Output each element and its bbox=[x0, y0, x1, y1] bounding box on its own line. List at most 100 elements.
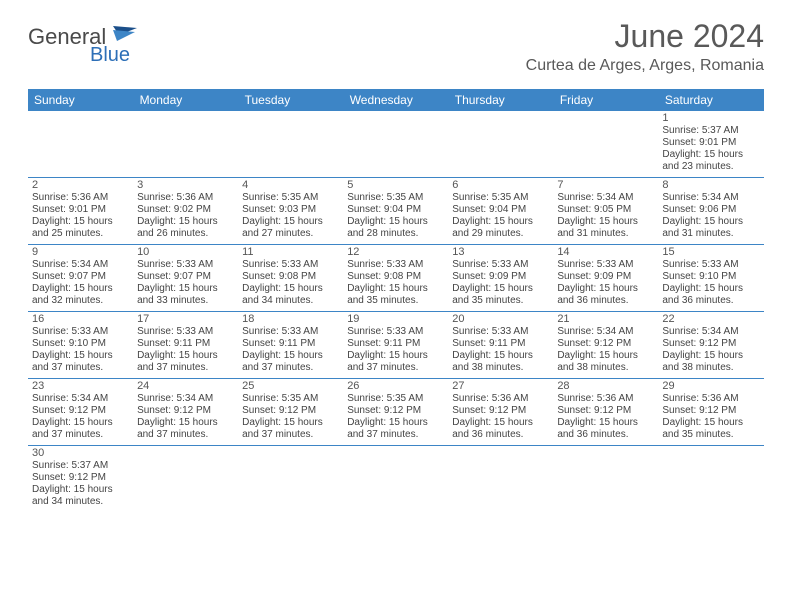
day-info: Sunrise: 5:36 AMSunset: 9:12 PMDaylight:… bbox=[662, 393, 759, 441]
day-info: Sunrise: 5:36 AMSunset: 9:12 PMDaylight:… bbox=[452, 393, 549, 441]
weekday-header: Tuesday bbox=[238, 89, 343, 111]
day-number: 5 bbox=[347, 179, 444, 191]
calendar-cell: 6Sunrise: 5:35 AMSunset: 9:04 PMDaylight… bbox=[448, 178, 553, 245]
day-info: Sunrise: 5:33 AMSunset: 9:07 PMDaylight:… bbox=[137, 259, 234, 307]
day-info: Sunrise: 5:33 AMSunset: 9:08 PMDaylight:… bbox=[347, 259, 444, 307]
calendar-cell: 27Sunrise: 5:36 AMSunset: 9:12 PMDayligh… bbox=[448, 379, 553, 446]
calendar-cell: 4Sunrise: 5:35 AMSunset: 9:03 PMDaylight… bbox=[238, 178, 343, 245]
weekday-header-row: Sunday Monday Tuesday Wednesday Thursday… bbox=[28, 89, 764, 111]
day-info: Sunrise: 5:35 AMSunset: 9:04 PMDaylight:… bbox=[347, 192, 444, 240]
day-number: 14 bbox=[557, 246, 654, 258]
calendar-cell: 9Sunrise: 5:34 AMSunset: 9:07 PMDaylight… bbox=[28, 245, 133, 312]
calendar-cell: 23Sunrise: 5:34 AMSunset: 9:12 PMDayligh… bbox=[28, 379, 133, 446]
calendar-cell: 17Sunrise: 5:33 AMSunset: 9:11 PMDayligh… bbox=[133, 312, 238, 379]
day-number: 27 bbox=[452, 380, 549, 392]
calendar-cell: 13Sunrise: 5:33 AMSunset: 9:09 PMDayligh… bbox=[448, 245, 553, 312]
calendar-cell: 7Sunrise: 5:34 AMSunset: 9:05 PMDaylight… bbox=[553, 178, 658, 245]
calendar-cell: 20Sunrise: 5:33 AMSunset: 9:11 PMDayligh… bbox=[448, 312, 553, 379]
day-number: 1 bbox=[662, 112, 759, 124]
day-number: 11 bbox=[242, 246, 339, 258]
calendar-cell bbox=[28, 111, 133, 178]
calendar-cell bbox=[553, 111, 658, 178]
calendar-row: 23Sunrise: 5:34 AMSunset: 9:12 PMDayligh… bbox=[28, 379, 764, 446]
calendar-cell: 22Sunrise: 5:34 AMSunset: 9:12 PMDayligh… bbox=[658, 312, 763, 379]
weekday-header: Sunday bbox=[28, 89, 133, 111]
title-block: June 2024 Curtea de Arges, Arges, Romani… bbox=[526, 18, 764, 75]
day-info: Sunrise: 5:34 AMSunset: 9:12 PMDaylight:… bbox=[32, 393, 129, 441]
calendar-cell: 24Sunrise: 5:34 AMSunset: 9:12 PMDayligh… bbox=[133, 379, 238, 446]
weekday-header: Wednesday bbox=[343, 89, 448, 111]
day-number: 6 bbox=[452, 179, 549, 191]
day-info: Sunrise: 5:35 AMSunset: 9:12 PMDaylight:… bbox=[242, 393, 339, 441]
calendar-cell bbox=[343, 111, 448, 178]
day-number: 25 bbox=[242, 380, 339, 392]
calendar-cell: 25Sunrise: 5:35 AMSunset: 9:12 PMDayligh… bbox=[238, 379, 343, 446]
day-number: 2 bbox=[32, 179, 129, 191]
day-number: 16 bbox=[32, 313, 129, 325]
day-number: 21 bbox=[557, 313, 654, 325]
day-number: 23 bbox=[32, 380, 129, 392]
calendar-cell: 5Sunrise: 5:35 AMSunset: 9:04 PMDaylight… bbox=[343, 178, 448, 245]
day-info: Sunrise: 5:33 AMSunset: 9:11 PMDaylight:… bbox=[242, 326, 339, 374]
calendar-cell: 14Sunrise: 5:33 AMSunset: 9:09 PMDayligh… bbox=[553, 245, 658, 312]
day-info: Sunrise: 5:36 AMSunset: 9:01 PMDaylight:… bbox=[32, 192, 129, 240]
calendar-cell bbox=[238, 446, 343, 513]
day-number: 15 bbox=[662, 246, 759, 258]
day-number: 10 bbox=[137, 246, 234, 258]
day-info: Sunrise: 5:33 AMSunset: 9:09 PMDaylight:… bbox=[557, 259, 654, 307]
day-number: 29 bbox=[662, 380, 759, 392]
calendar-cell: 12Sunrise: 5:33 AMSunset: 9:08 PMDayligh… bbox=[343, 245, 448, 312]
day-info: Sunrise: 5:34 AMSunset: 9:12 PMDaylight:… bbox=[662, 326, 759, 374]
calendar-cell: 18Sunrise: 5:33 AMSunset: 9:11 PMDayligh… bbox=[238, 312, 343, 379]
day-number: 9 bbox=[32, 246, 129, 258]
calendar-cell: 26Sunrise: 5:35 AMSunset: 9:12 PMDayligh… bbox=[343, 379, 448, 446]
calendar-cell: 30Sunrise: 5:37 AMSunset: 9:12 PMDayligh… bbox=[28, 446, 133, 513]
day-info: Sunrise: 5:34 AMSunset: 9:05 PMDaylight:… bbox=[557, 192, 654, 240]
weekday-header: Saturday bbox=[658, 89, 763, 111]
day-info: Sunrise: 5:33 AMSunset: 9:11 PMDaylight:… bbox=[137, 326, 234, 374]
day-info: Sunrise: 5:33 AMSunset: 9:09 PMDaylight:… bbox=[452, 259, 549, 307]
calendar-cell: 3Sunrise: 5:36 AMSunset: 9:02 PMDaylight… bbox=[133, 178, 238, 245]
calendar-cell bbox=[343, 446, 448, 513]
weekday-header: Friday bbox=[553, 89, 658, 111]
location-label: Curtea de Arges, Arges, Romania bbox=[526, 57, 764, 75]
calendar-cell bbox=[553, 446, 658, 513]
month-title: June 2024 bbox=[526, 18, 764, 55]
calendar-row: 1Sunrise: 5:37 AMSunset: 9:01 PMDaylight… bbox=[28, 111, 764, 178]
day-number: 19 bbox=[347, 313, 444, 325]
day-number: 13 bbox=[452, 246, 549, 258]
calendar-table: Sunday Monday Tuesday Wednesday Thursday… bbox=[28, 89, 764, 512]
calendar-cell bbox=[238, 111, 343, 178]
brand-logo: General Blue bbox=[28, 18, 139, 67]
day-number: 3 bbox=[137, 179, 234, 191]
calendar-row: 30Sunrise: 5:37 AMSunset: 9:12 PMDayligh… bbox=[28, 446, 764, 513]
day-number: 22 bbox=[662, 313, 759, 325]
calendar-cell: 1Sunrise: 5:37 AMSunset: 9:01 PMDaylight… bbox=[658, 111, 763, 178]
day-number: 17 bbox=[137, 313, 234, 325]
day-info: Sunrise: 5:33 AMSunset: 9:11 PMDaylight:… bbox=[347, 326, 444, 374]
calendar-cell: 29Sunrise: 5:36 AMSunset: 9:12 PMDayligh… bbox=[658, 379, 763, 446]
day-info: Sunrise: 5:37 AMSunset: 9:12 PMDaylight:… bbox=[32, 460, 129, 508]
calendar-row: 16Sunrise: 5:33 AMSunset: 9:10 PMDayligh… bbox=[28, 312, 764, 379]
day-info: Sunrise: 5:36 AMSunset: 9:02 PMDaylight:… bbox=[137, 192, 234, 240]
day-number: 4 bbox=[242, 179, 339, 191]
weekday-header: Thursday bbox=[448, 89, 553, 111]
day-number: 12 bbox=[347, 246, 444, 258]
calendar-cell bbox=[133, 111, 238, 178]
day-number: 24 bbox=[137, 380, 234, 392]
calendar-cell: 2Sunrise: 5:36 AMSunset: 9:01 PMDaylight… bbox=[28, 178, 133, 245]
calendar-row: 2Sunrise: 5:36 AMSunset: 9:01 PMDaylight… bbox=[28, 178, 764, 245]
calendar-cell: 16Sunrise: 5:33 AMSunset: 9:10 PMDayligh… bbox=[28, 312, 133, 379]
day-number: 20 bbox=[452, 313, 549, 325]
calendar-cell: 28Sunrise: 5:36 AMSunset: 9:12 PMDayligh… bbox=[553, 379, 658, 446]
day-info: Sunrise: 5:35 AMSunset: 9:12 PMDaylight:… bbox=[347, 393, 444, 441]
day-number: 8 bbox=[662, 179, 759, 191]
day-info: Sunrise: 5:35 AMSunset: 9:04 PMDaylight:… bbox=[452, 192, 549, 240]
calendar-cell: 21Sunrise: 5:34 AMSunset: 9:12 PMDayligh… bbox=[553, 312, 658, 379]
day-number: 28 bbox=[557, 380, 654, 392]
day-info: Sunrise: 5:34 AMSunset: 9:12 PMDaylight:… bbox=[137, 393, 234, 441]
day-number: 18 bbox=[242, 313, 339, 325]
calendar-cell bbox=[658, 446, 763, 513]
day-info: Sunrise: 5:36 AMSunset: 9:12 PMDaylight:… bbox=[557, 393, 654, 441]
day-info: Sunrise: 5:33 AMSunset: 9:11 PMDaylight:… bbox=[452, 326, 549, 374]
